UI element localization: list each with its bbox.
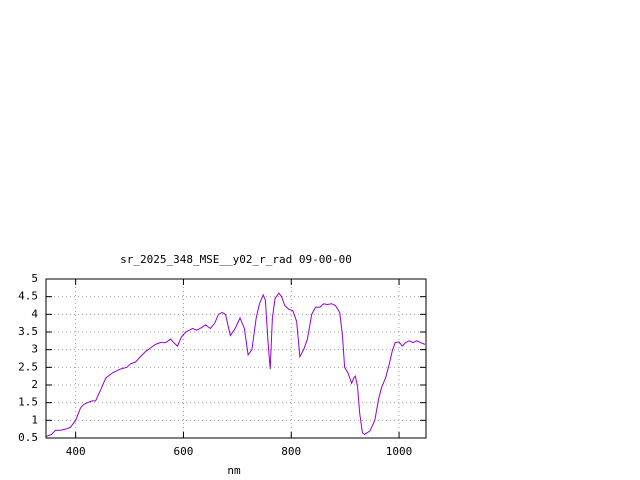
y-tick-label: 4.5 xyxy=(18,290,38,303)
y-tick-label: 1.5 xyxy=(18,396,38,409)
x-tick-label: 400 xyxy=(66,445,86,458)
x-tick-label: 1000 xyxy=(386,445,413,458)
x-tick-label: 600 xyxy=(174,445,194,458)
y-tick-label: 2.5 xyxy=(18,360,38,373)
x-tick-label: 800 xyxy=(281,445,301,458)
y-tick-label: 0.5 xyxy=(18,431,38,444)
y-tick-label: 2 xyxy=(31,378,38,391)
y-tick-label: 3.5 xyxy=(18,325,38,338)
data-line xyxy=(46,292,426,437)
y-tick-label: 1 xyxy=(31,413,38,426)
y-tick-label: 3 xyxy=(31,343,38,356)
y-tick-label: 4 xyxy=(31,307,38,320)
plot-border xyxy=(45,278,427,439)
y-tick-label: 5 xyxy=(31,272,38,285)
x-axis-label: nm xyxy=(227,464,241,477)
chart-title: sr_2025_348_MSE__y02_r_rad 09-00-00 xyxy=(120,253,352,266)
